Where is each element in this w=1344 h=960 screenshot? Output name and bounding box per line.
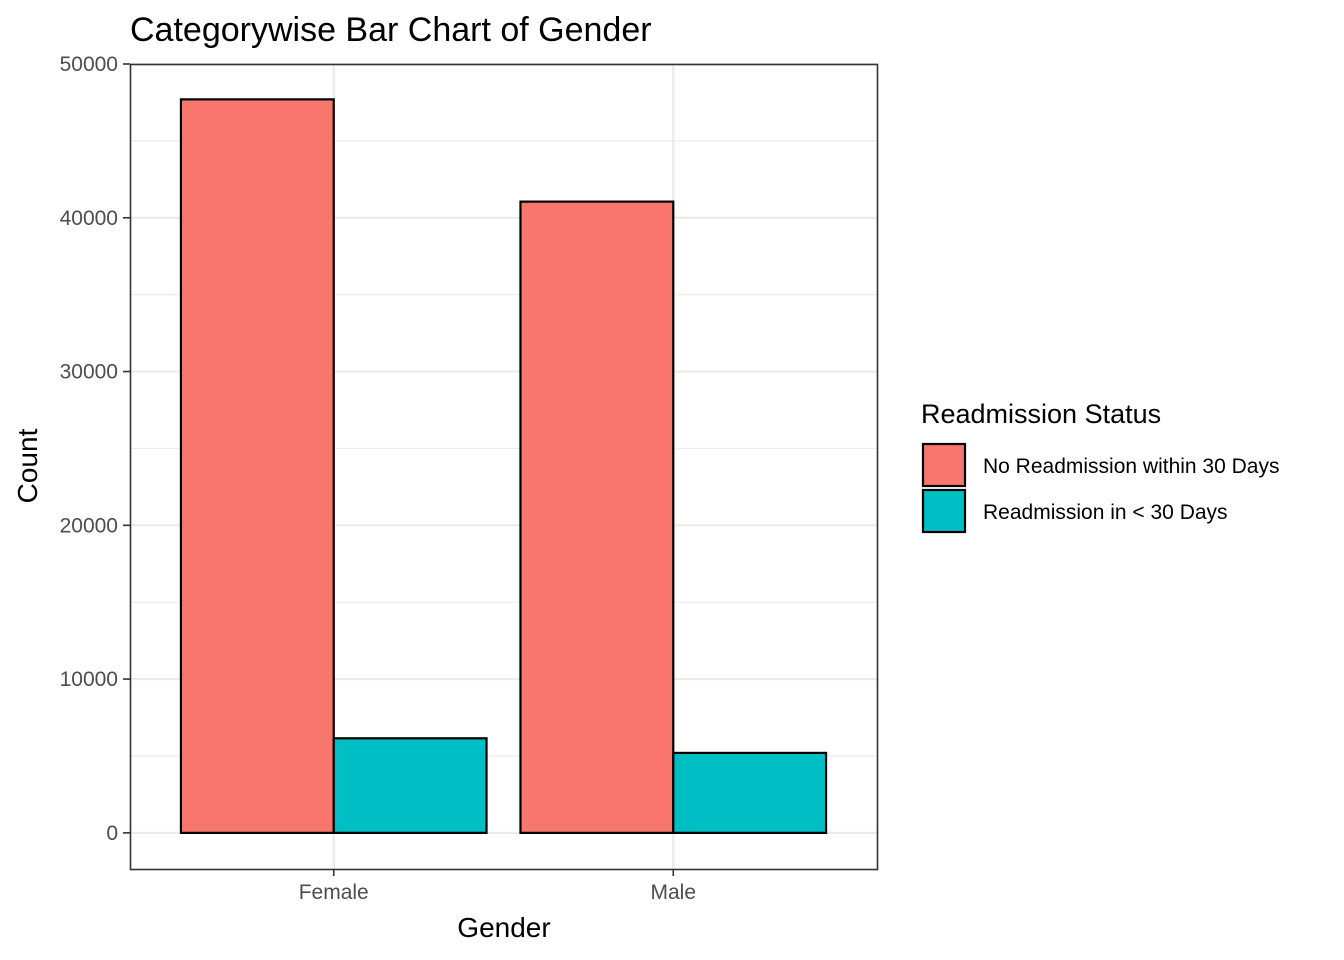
plot-panel-border (129, 63, 879, 871)
chart-title: Categorywise Bar Chart of Gender (130, 11, 652, 49)
y-tick-label: 50000 (60, 53, 118, 76)
y-axis-title: Count (12, 428, 43, 503)
y-tick-label: 0 (106, 822, 118, 845)
legend: Readmission Status No Readmission within… (921, 399, 1279, 534)
legend-key (921, 488, 967, 534)
bar-male-series-2 (672, 751, 828, 834)
bar-female-series-1 (179, 98, 335, 834)
legend-label: No Readmission within 30 Days (983, 455, 1279, 478)
legend-label: Readmission in < 30 Days (983, 501, 1228, 524)
x-axis-title: Gender (457, 912, 550, 943)
bar-male-series-1 (519, 200, 675, 834)
y-tick-label: 40000 (60, 207, 118, 230)
legend-title: Readmission Status (921, 399, 1161, 429)
bars (179, 98, 828, 834)
legend-key (921, 442, 967, 488)
x-axis: Female Male (299, 869, 696, 904)
y-tick-label: 30000 (60, 361, 118, 384)
x-tick-label: Female (299, 881, 369, 904)
x-tick-label: Male (651, 881, 697, 904)
y-tick-label: 20000 (60, 514, 118, 537)
y-tick-label: 10000 (60, 668, 118, 691)
y-axis: 0 10000 20000 30000 40000 50000 (60, 53, 130, 845)
bar-female-series-2 (332, 737, 488, 834)
